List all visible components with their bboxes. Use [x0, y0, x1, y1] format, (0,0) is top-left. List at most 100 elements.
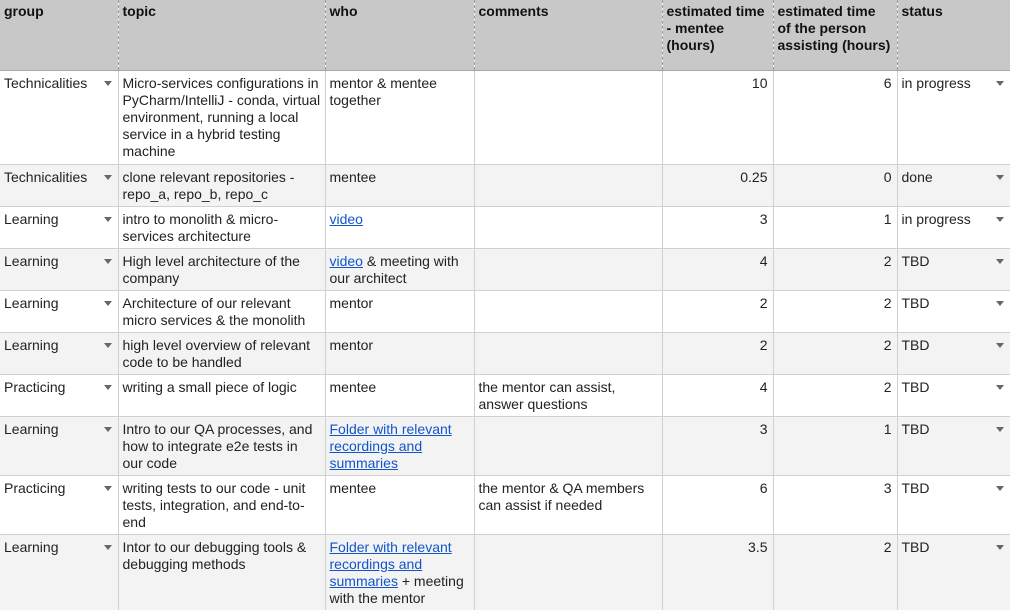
estimated-time-assisting-cell[interactable]: 2 [773, 248, 898, 291]
dropdown-arrow-icon[interactable] [103, 259, 112, 264]
comments-cell[interactable] [474, 290, 663, 333]
who-cell[interactable]: video [325, 206, 475, 249]
dropdown-arrow-icon[interactable] [995, 259, 1004, 264]
estimated-time-mentee-cell[interactable]: 3 [662, 206, 774, 249]
topic-cell[interactable]: writing a small piece of logic [118, 374, 326, 417]
comments-cell[interactable] [474, 534, 663, 610]
status-cell[interactable]: TBD [897, 534, 1010, 610]
dropdown-arrow-icon[interactable] [103, 427, 112, 432]
who-cell[interactable]: mentor [325, 290, 475, 333]
topic-cell[interactable]: High level architecture of the company [118, 248, 326, 291]
group-cell[interactable]: Learning [0, 248, 119, 291]
estimated-time-mentee-cell[interactable]: 6 [662, 475, 774, 535]
group-cell[interactable]: Learning [0, 332, 119, 375]
topic-cell[interactable]: high level overview of relevant code to … [118, 332, 326, 375]
comments-cell[interactable] [474, 416, 663, 476]
status-cell[interactable]: in progress [897, 206, 1010, 249]
dropdown-arrow-icon[interactable] [995, 175, 1004, 180]
dropdown-arrow-icon[interactable] [103, 343, 112, 348]
topic-cell[interactable]: Architecture of our relevant micro servi… [118, 290, 326, 333]
comments-cell[interactable] [474, 164, 663, 207]
who-cell[interactable]: mentor & mentee together [325, 70, 475, 165]
status-cell[interactable]: TBD [897, 290, 1010, 333]
who-link[interactable]: video [329, 253, 363, 269]
header-estimated-time-mentee[interactable]: estimated time - mentee (hours) [662, 0, 774, 71]
who-link[interactable]: Folder with relevant recordings and summ… [329, 421, 452, 471]
group-cell[interactable]: Technicalities [0, 70, 119, 165]
group-cell[interactable]: Learning [0, 534, 119, 610]
status-cell[interactable]: TBD [897, 248, 1010, 291]
estimated-time-assisting-cell[interactable]: 0 [773, 164, 898, 207]
topic-cell[interactable]: Intro to our QA processes, and how to in… [118, 416, 326, 476]
comments-cell[interactable] [474, 70, 663, 165]
estimated-time-assisting-cell[interactable]: 2 [773, 534, 898, 610]
header-group[interactable]: group [0, 0, 119, 71]
status-cell[interactable]: TBD [897, 332, 1010, 375]
estimated-time-assisting-cell[interactable]: 2 [773, 332, 898, 375]
status-cell[interactable]: TBD [897, 475, 1010, 535]
comments-cell[interactable] [474, 248, 663, 291]
group-cell[interactable]: Practicing [0, 475, 119, 535]
header-who[interactable]: who [325, 0, 475, 71]
who-cell[interactable]: mentee [325, 164, 475, 207]
dropdown-arrow-icon[interactable] [995, 427, 1004, 432]
who-cell[interactable]: mentee [325, 475, 475, 535]
topic-cell[interactable]: Micro-services configurations in PyCharm… [118, 70, 326, 165]
estimated-time-assisting-cell[interactable]: 2 [773, 374, 898, 417]
estimated-time-mentee-cell[interactable]: 3.5 [662, 534, 774, 610]
who-link[interactable]: Folder with relevant recordings and summ… [329, 539, 452, 589]
estimated-time-mentee-cell[interactable]: 2 [662, 332, 774, 375]
dropdown-arrow-icon[interactable] [103, 486, 112, 491]
estimated-time-assisting-cell[interactable]: 2 [773, 290, 898, 333]
status-cell[interactable]: in progress [897, 70, 1010, 165]
estimated-time-assisting-cell[interactable]: 3 [773, 475, 898, 535]
topic-cell[interactable]: intro to monolith & micro-services archi… [118, 206, 326, 249]
group-cell[interactable]: Technicalities [0, 164, 119, 207]
dropdown-arrow-icon[interactable] [103, 175, 112, 180]
who-cell[interactable]: Folder with relevant recordings and summ… [325, 416, 475, 476]
group-cell[interactable]: Learning [0, 206, 119, 249]
group-cell[interactable]: Learning [0, 290, 119, 333]
dropdown-arrow-icon[interactable] [103, 545, 112, 550]
comments-cell[interactable]: the mentor & QA members can assist if ne… [474, 475, 663, 535]
topic-cell[interactable]: writing tests to our code - unit tests, … [118, 475, 326, 535]
who-cell[interactable]: Folder with relevant recordings and summ… [325, 534, 475, 610]
dropdown-arrow-icon[interactable] [103, 385, 112, 390]
status-cell[interactable]: TBD [897, 416, 1010, 476]
status-cell[interactable]: TBD [897, 374, 1010, 417]
estimated-time-mentee-cell[interactable]: 4 [662, 248, 774, 291]
dropdown-arrow-icon[interactable] [103, 217, 112, 222]
header-topic[interactable]: topic [118, 0, 326, 71]
estimated-time-assisting-cell[interactable]: 6 [773, 70, 898, 165]
estimated-time-mentee-cell[interactable]: 4 [662, 374, 774, 417]
dropdown-arrow-icon[interactable] [995, 486, 1004, 491]
header-estimated-time-assisting[interactable]: estimated time of the person assisting (… [773, 0, 898, 71]
dropdown-arrow-icon[interactable] [995, 217, 1004, 222]
who-link[interactable]: video [329, 211, 363, 227]
estimated-time-mentee-cell[interactable]: 0.25 [662, 164, 774, 207]
who-cell[interactable]: mentor [325, 332, 475, 375]
topic-cell[interactable]: clone relevant repositories - repo_a, re… [118, 164, 326, 207]
comments-cell[interactable] [474, 332, 663, 375]
estimated-time-mentee-cell[interactable]: 2 [662, 290, 774, 333]
status-cell[interactable]: done [897, 164, 1010, 207]
estimated-time-assisting-cell[interactable]: 1 [773, 206, 898, 249]
dropdown-arrow-icon[interactable] [103, 301, 112, 306]
comments-cell[interactable] [474, 206, 663, 249]
group-cell[interactable]: Learning [0, 416, 119, 476]
estimated-time-mentee-cell[interactable]: 3 [662, 416, 774, 476]
dropdown-arrow-icon[interactable] [995, 545, 1004, 550]
dropdown-arrow-icon[interactable] [103, 81, 112, 86]
who-cell[interactable]: mentee [325, 374, 475, 417]
comments-cell[interactable]: the mentor can assist, answer questions [474, 374, 663, 417]
group-cell[interactable]: Practicing [0, 374, 119, 417]
dropdown-arrow-icon[interactable] [995, 81, 1004, 86]
dropdown-arrow-icon[interactable] [995, 343, 1004, 348]
header-status[interactable]: status [897, 0, 1010, 71]
dropdown-arrow-icon[interactable] [995, 301, 1004, 306]
topic-cell[interactable]: Intor to our debugging tools & debugging… [118, 534, 326, 610]
who-cell[interactable]: video & meeting with our architect [325, 248, 475, 291]
estimated-time-assisting-cell[interactable]: 1 [773, 416, 898, 476]
dropdown-arrow-icon[interactable] [995, 385, 1004, 390]
header-comments[interactable]: comments [474, 0, 663, 71]
